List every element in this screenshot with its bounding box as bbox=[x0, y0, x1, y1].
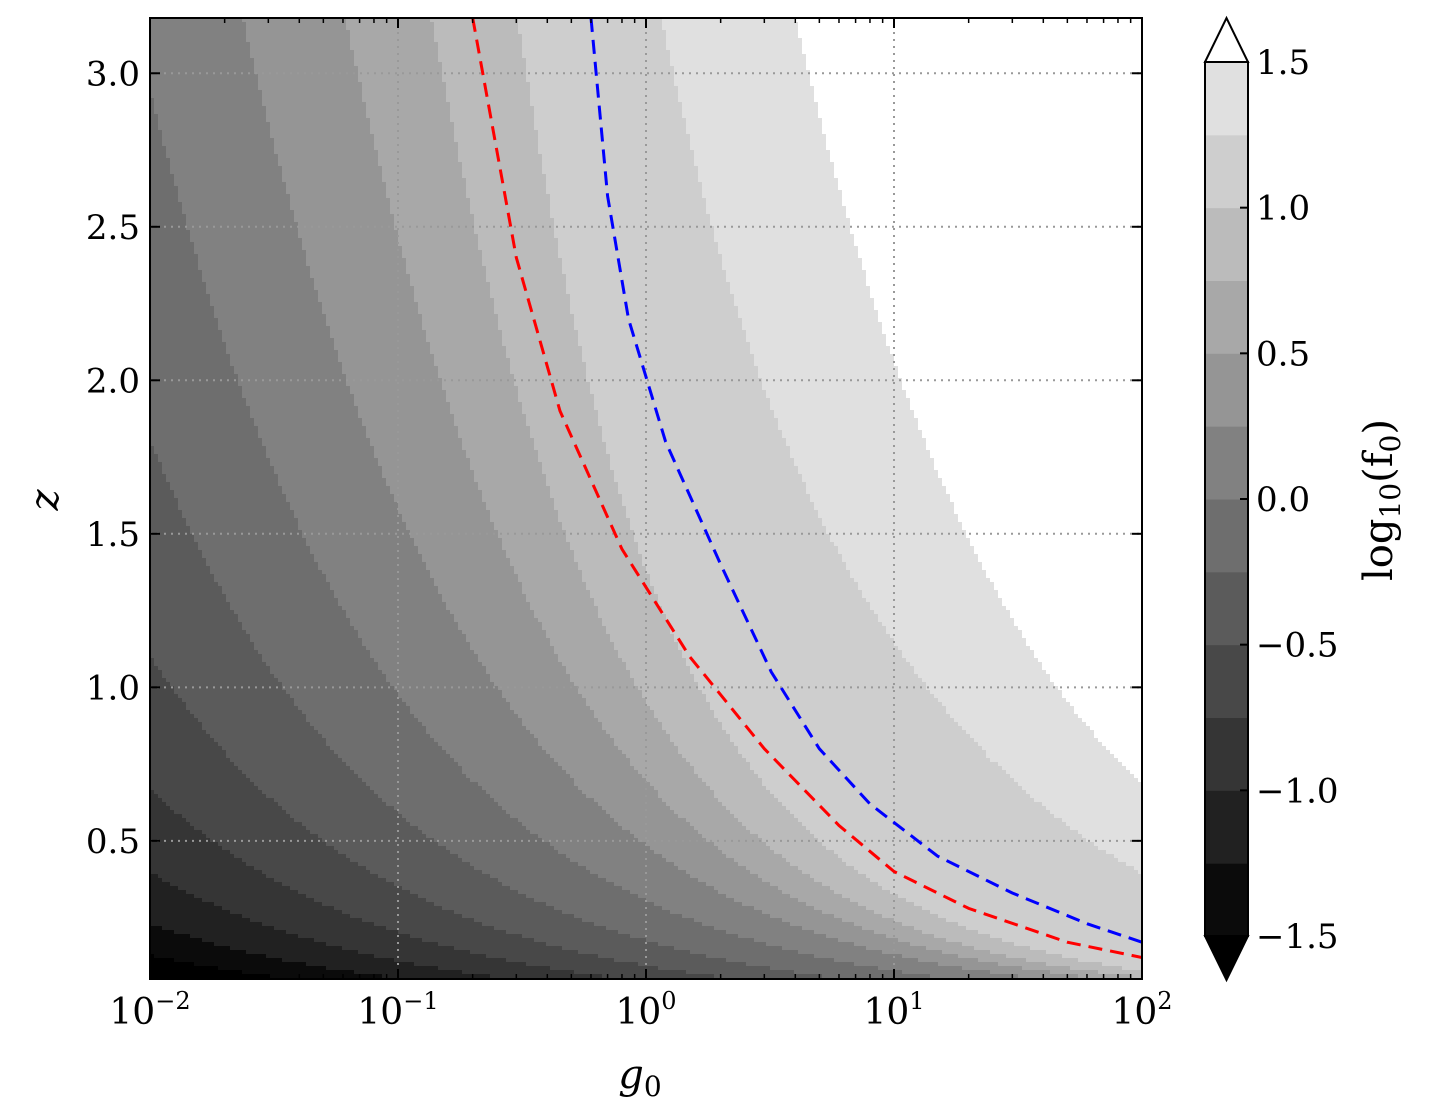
colorbar: −1.5 −1.0 −0.5 0.0 0.5 1.0 1.5 bbox=[1205, 18, 1339, 980]
colorbar-band bbox=[1205, 572, 1248, 645]
y-tick-label: 2.0 bbox=[86, 361, 140, 401]
x-tick-label: 10−2 bbox=[109, 987, 190, 1033]
colorbar-band bbox=[1205, 499, 1248, 572]
y-tick-label: 1.0 bbox=[86, 668, 140, 708]
colorbar-extend-high bbox=[1205, 18, 1248, 62]
colorbar-extend-low bbox=[1205, 936, 1248, 980]
y-axis-label: z bbox=[22, 489, 68, 512]
colorbar-label: log10(f0) bbox=[1356, 419, 1407, 581]
colorbar-band bbox=[1205, 790, 1248, 863]
colorbar-tick-label: 0.5 bbox=[1256, 334, 1310, 374]
colorbar-band bbox=[1205, 718, 1248, 791]
y-tick-label: 3.0 bbox=[86, 54, 140, 94]
y-tick-label: 2.5 bbox=[86, 208, 140, 248]
x-tick-label: 10−1 bbox=[357, 987, 438, 1033]
colorbar-tick-label: 0.0 bbox=[1256, 480, 1310, 520]
y-tick-label: 1.5 bbox=[86, 515, 140, 555]
colorbar-band bbox=[1205, 135, 1248, 208]
colorbar-band bbox=[1205, 863, 1248, 936]
colorbar-band bbox=[1205, 645, 1248, 718]
colorbar-band bbox=[1205, 62, 1248, 135]
colorbar-tick-label: −1.0 bbox=[1256, 771, 1339, 811]
colorbar-band bbox=[1205, 426, 1248, 499]
colorbar-band bbox=[1205, 353, 1248, 426]
y-tick-label: 0.5 bbox=[86, 822, 140, 862]
colorbar-tick-label: 1.5 bbox=[1256, 43, 1310, 83]
x-tick-label: 102 bbox=[1111, 987, 1172, 1033]
x-tick-label: 101 bbox=[863, 987, 924, 1033]
colorbar-band bbox=[1205, 281, 1248, 354]
colorbar-tick-label: −1.5 bbox=[1256, 917, 1339, 957]
x-tick-label: 100 bbox=[615, 987, 676, 1033]
colorbar-tick-label: 1.0 bbox=[1256, 189, 1310, 229]
colorbar-tick-label: −0.5 bbox=[1256, 626, 1339, 666]
colorbar-band bbox=[1205, 208, 1248, 281]
x-axis-label: g0 bbox=[618, 1052, 661, 1103]
